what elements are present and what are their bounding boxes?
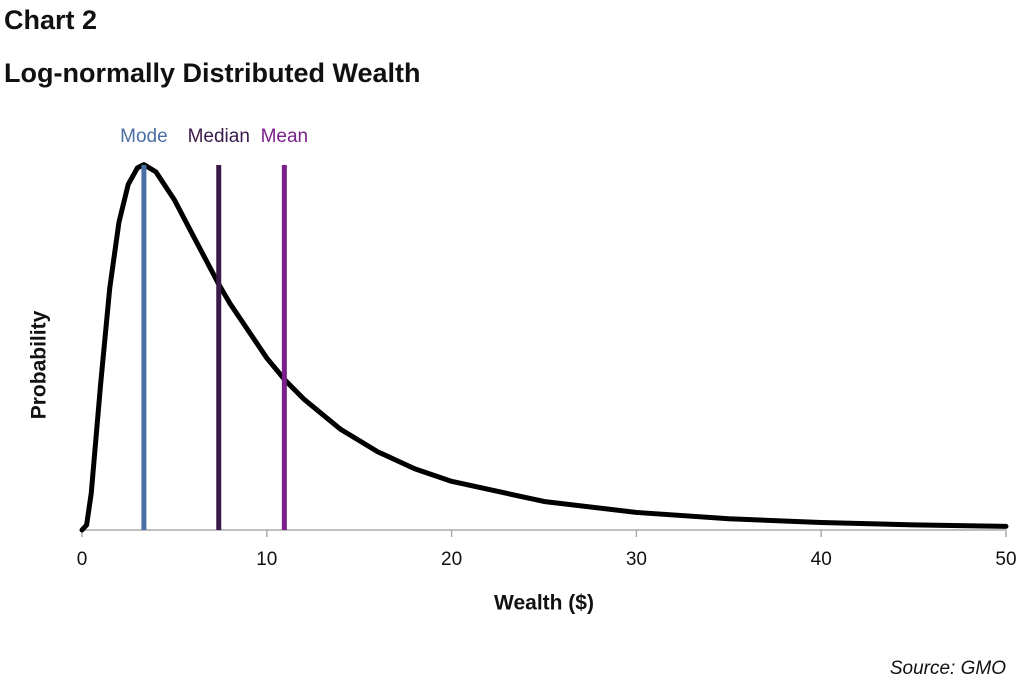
x-tick-label: 40 [811,549,832,570]
x-tick-label: 10 [256,549,277,570]
chart-subtitle: Log-normally Distributed Wealth [4,58,421,88]
y-axis-label: Probability [28,310,51,419]
chart-title: Chart 2 [4,5,97,35]
source: Source: GMO [890,658,1006,679]
x-axis-label: Wealth ($) [494,592,594,615]
x-tick-label: 20 [441,549,462,570]
x-tick-label: 0 [77,549,88,570]
x-tick-label: 50 [995,549,1016,570]
statistic-label: Mode [120,126,168,147]
x-tick-label: 30 [626,549,647,570]
statistic-label: Median [188,126,250,147]
statistic-label: Mean [261,126,309,147]
density-curve [79,162,1009,533]
